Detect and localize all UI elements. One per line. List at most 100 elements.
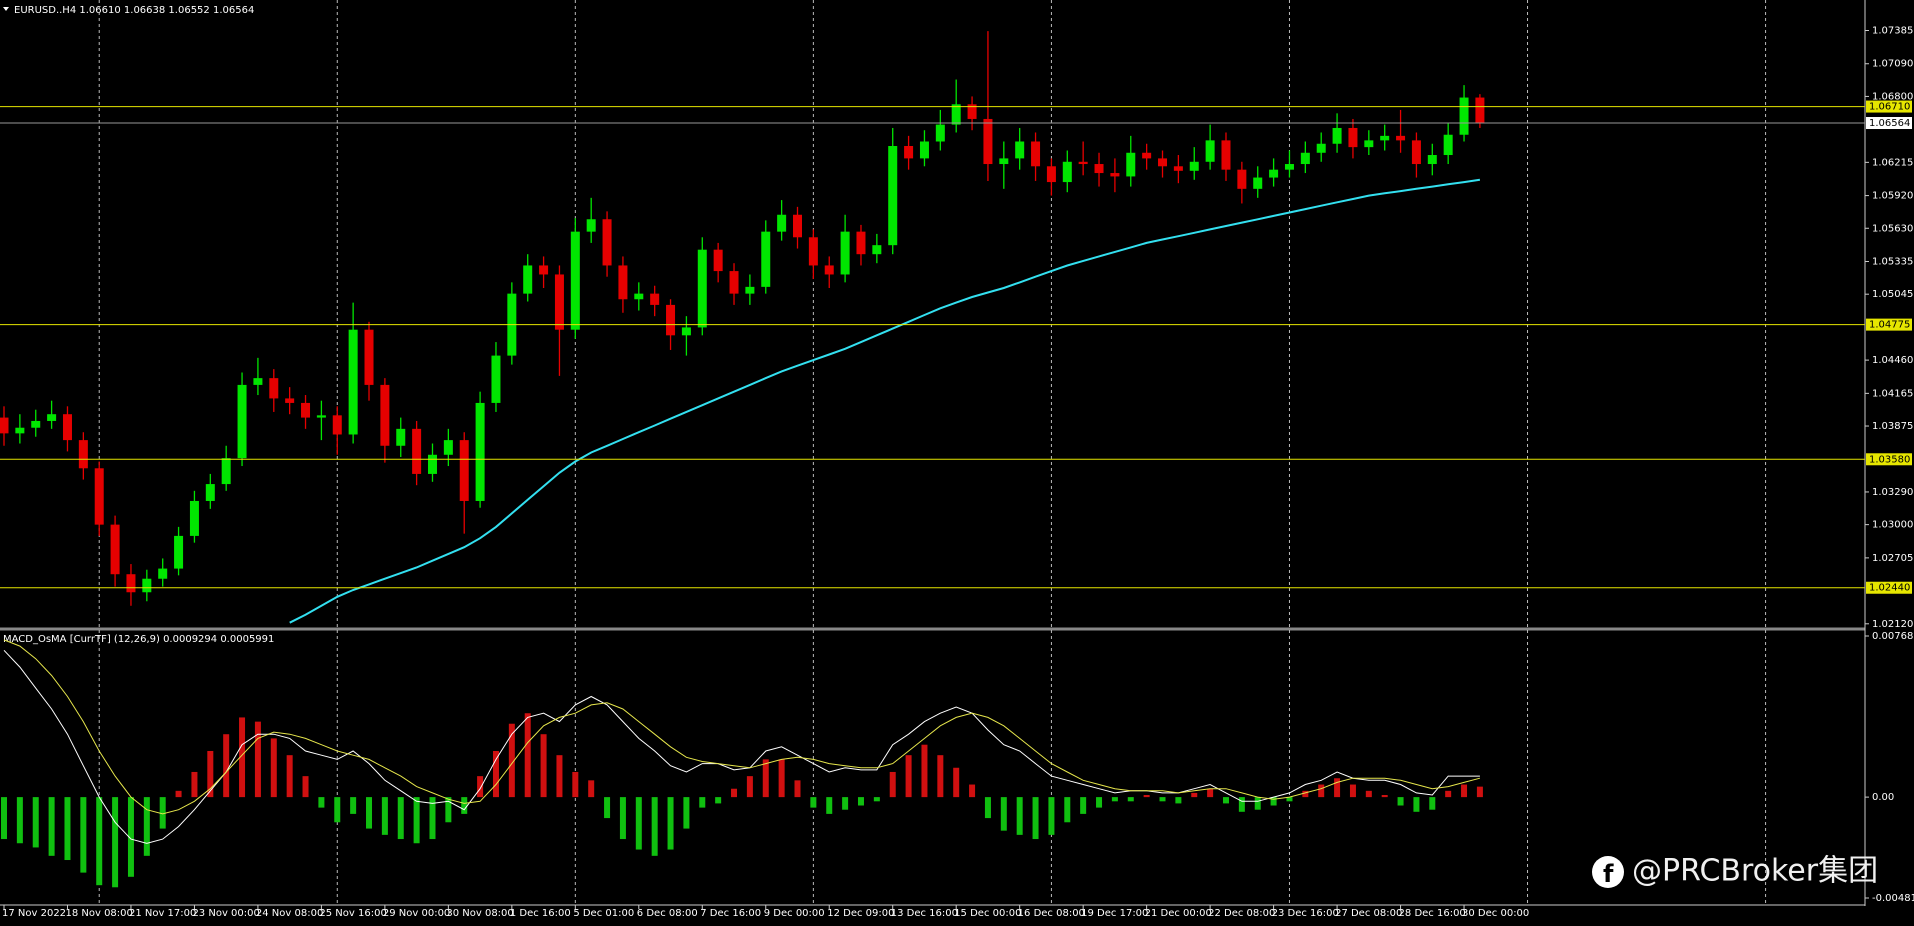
histogram-bar <box>1302 790 1309 798</box>
histogram-bar <box>96 797 103 886</box>
histogram-bar <box>1159 797 1166 802</box>
x-tick-label: 15 Dec 00:00 <box>954 908 1021 919</box>
indicator-line <box>3 649 1480 844</box>
histogram-bar <box>16 797 23 844</box>
candle-body <box>1158 158 1168 167</box>
y-tick-label: 1.04165 <box>1872 388 1913 399</box>
candle-body <box>1332 127 1342 144</box>
candle-body <box>888 146 898 246</box>
candle-body <box>1380 135 1390 141</box>
candle-body <box>999 158 1009 165</box>
histogram-bar <box>1270 797 1277 806</box>
candle-body <box>380 384 390 446</box>
histogram-bar <box>857 797 864 806</box>
candle-body <box>967 104 977 119</box>
histogram-bar <box>1254 797 1261 810</box>
candle-body <box>777 214 787 232</box>
x-tick-label: 27 Dec 08:00 <box>1335 908 1402 919</box>
candle-body <box>62 414 72 441</box>
histogram-bar <box>1222 797 1229 804</box>
x-tick-label: 22 Dec 08:00 <box>1208 908 1275 919</box>
candle-body <box>301 402 311 418</box>
histogram-bar <box>48 797 55 856</box>
histogram-bar <box>556 755 563 798</box>
candle-body <box>840 231 850 275</box>
candle-body <box>475 402 485 501</box>
candle-body <box>951 104 961 125</box>
histogram-bar <box>683 797 690 829</box>
candle-body <box>47 414 57 421</box>
candle-body <box>174 535 184 569</box>
histogram-bar <box>461 797 468 814</box>
level-label: 1.04775 <box>1869 320 1910 331</box>
current-price-label: 1.06564 <box>1869 118 1910 129</box>
candle-body <box>1364 140 1374 148</box>
candle-body <box>443 440 453 455</box>
candle-body <box>539 265 549 275</box>
candle-body <box>1300 152 1310 165</box>
level-label: 1.06710 <box>1869 102 1910 113</box>
histogram-bar <box>381 797 388 835</box>
candle-body <box>1253 177 1263 189</box>
y-tick-label: 1.02120 <box>1872 619 1913 630</box>
histogram-bar <box>350 797 357 814</box>
histogram-bar <box>477 776 484 798</box>
x-tick-label: 21 Dec 00:00 <box>1145 908 1212 919</box>
x-tick-label: 12 Dec 09:00 <box>827 908 894 919</box>
candle-body <box>1189 161 1199 171</box>
x-tick-label: 30 Dec 00:00 <box>1462 908 1529 919</box>
candle-body <box>205 484 215 501</box>
histogram-bar <box>318 797 325 808</box>
histogram-bar <box>175 790 182 798</box>
histogram-bar <box>1286 797 1293 802</box>
x-tick-label: 18 Nov 08:00 <box>65 908 132 919</box>
candle-body <box>459 440 469 501</box>
x-tick-label: 23 Dec 16:00 <box>1272 908 1339 919</box>
x-tick-label: 1 Dec 16:00 <box>510 908 571 919</box>
candle-body <box>1205 140 1215 162</box>
histogram-bar <box>429 797 436 840</box>
candle-body <box>1237 169 1247 189</box>
y-tick-label: 0.0076837 <box>1872 631 1914 642</box>
y-tick-label: 1.03000 <box>1872 520 1913 531</box>
x-tick-label: 29 Nov 00:00 <box>383 908 450 919</box>
histogram-bar <box>699 797 706 808</box>
histogram-bar <box>619 797 626 840</box>
candle-body <box>666 304 676 336</box>
y-tick-label: 1.07385 <box>1872 26 1913 37</box>
candle-body <box>1110 173 1120 177</box>
histogram-bar <box>715 797 722 804</box>
histogram-bar <box>1096 797 1103 808</box>
y-tick-label: 1.03875 <box>1872 421 1913 432</box>
candle-body <box>78 440 88 469</box>
candle-body <box>1443 134 1453 156</box>
x-tick-label: 16 Dec 08:00 <box>1018 908 1085 919</box>
histogram-bar <box>239 717 246 798</box>
menu-arrow[interactable] <box>3 7 9 11</box>
candle-body <box>618 265 628 300</box>
histogram-bar <box>540 734 547 798</box>
candle-body <box>586 219 596 232</box>
candle-body <box>31 420 41 428</box>
y-tick-label: 0.00 <box>1872 792 1894 803</box>
candle-body <box>745 286 755 294</box>
histogram-bar <box>572 771 579 798</box>
x-tick-label: 25 Nov 16:00 <box>319 908 386 919</box>
x-tick-label: 30 Nov 08:00 <box>446 908 513 919</box>
candle-body <box>602 219 612 266</box>
level-label: 1.02440 <box>1869 583 1910 594</box>
level-label-box <box>1866 100 1912 113</box>
histogram-bar <box>826 797 833 814</box>
histogram-bar <box>889 771 896 798</box>
y-tick-label: 1.04460 <box>1872 355 1913 366</box>
candle-body <box>872 245 882 255</box>
candle-body <box>1396 135 1406 141</box>
histogram-bar <box>1429 797 1436 810</box>
histogram-bar <box>1191 792 1198 798</box>
y-tick-label: 1.02705 <box>1872 553 1913 564</box>
histogram-bar <box>1000 797 1007 831</box>
histogram-bar <box>524 713 531 798</box>
histogram-bar <box>778 759 785 798</box>
histogram-bar <box>1318 784 1325 798</box>
histogram-bar <box>873 797 880 802</box>
